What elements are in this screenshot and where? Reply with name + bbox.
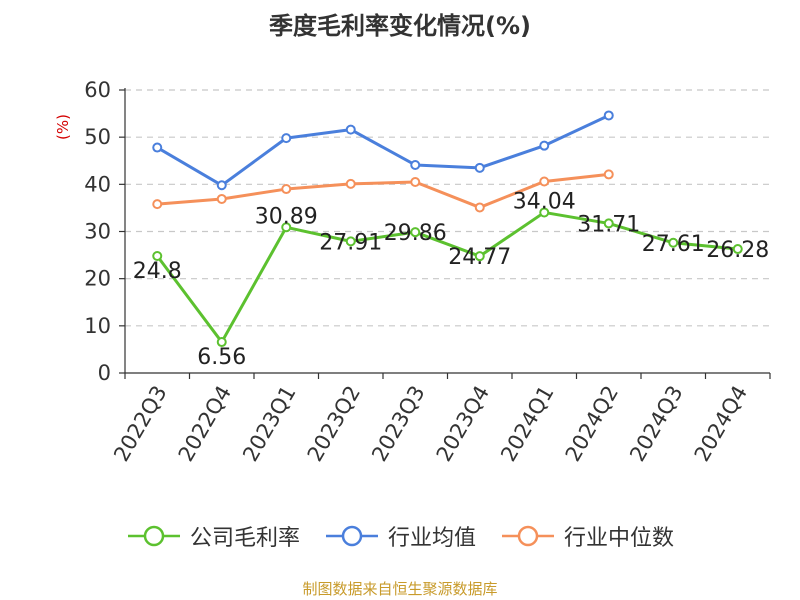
data-point	[345, 178, 356, 189]
legend-swatch-icon	[502, 525, 554, 547]
y-tick-label: 50	[84, 125, 111, 149]
data-point	[345, 124, 356, 135]
data-point	[281, 184, 292, 195]
data-point	[539, 176, 550, 187]
data-label: 24.77	[448, 245, 511, 270]
legend-item-1[interactable]: 行业均值	[324, 520, 476, 552]
x-tick-label: 2022Q3	[109, 382, 171, 466]
data-point	[732, 244, 743, 255]
legend-label: 公司毛利率	[189, 526, 300, 551]
series	[152, 110, 743, 348]
y-tick-label: 30	[84, 220, 111, 244]
data-point	[539, 207, 550, 218]
legend-item-2[interactable]: 行业中位数	[500, 520, 674, 552]
series-line-1	[156, 114, 610, 187]
data-label: 24.8	[133, 259, 182, 284]
data-point	[410, 176, 421, 187]
data-point	[410, 227, 421, 238]
legend-label: 行业中位数	[564, 526, 675, 551]
y-axis-label: (%)	[54, 114, 72, 140]
x-tick-label: 2024Q1	[496, 382, 558, 466]
legend-swatch-icon	[127, 525, 180, 547]
data-point	[603, 218, 614, 229]
x-tick-label: 2024Q2	[561, 382, 623, 466]
data-point	[603, 110, 614, 121]
data-label: 26.28	[706, 238, 769, 263]
y-tick-label: 60	[84, 78, 111, 102]
legend-item-0[interactable]: 公司毛利率	[126, 520, 300, 552]
data-label: 34.04	[513, 189, 576, 214]
data-point	[539, 140, 550, 151]
y-tick-label: 0	[98, 361, 111, 385]
data-point	[281, 222, 292, 233]
data-point	[410, 159, 421, 170]
data-point	[345, 236, 356, 247]
grid-lines	[125, 89, 770, 327]
data-point	[474, 162, 485, 173]
data-label: 30.89	[255, 204, 318, 229]
data-point	[152, 251, 163, 262]
x-tick-label: 2023Q4	[432, 382, 494, 466]
y-tick-label: 20	[84, 267, 111, 291]
x-tick-label: 2023Q2	[303, 382, 365, 466]
data-point	[281, 133, 292, 144]
data-point	[668, 237, 679, 248]
x-tick-label: 2023Q1	[238, 382, 300, 466]
legend-swatch-icon	[325, 525, 378, 547]
data-point	[152, 142, 163, 153]
data-point	[152, 199, 163, 210]
series-line-0	[156, 210, 738, 344]
data-label: 27.91	[319, 230, 382, 255]
data-label: 27.61	[642, 232, 705, 257]
x-tick-label: 2022Q4	[174, 382, 236, 466]
legend: 公司毛利率 行业均值 行业中位数	[0, 520, 800, 552]
y-tick-label: 10	[84, 314, 111, 338]
data-label: 6.56	[197, 345, 246, 370]
data-point	[216, 337, 227, 348]
data-point	[474, 202, 485, 213]
data-point	[216, 193, 227, 204]
data-point	[603, 169, 614, 180]
data-point	[216, 180, 227, 191]
x-tick-label: 2024Q3	[625, 382, 687, 466]
legend-label: 行业均值	[387, 526, 476, 551]
data-point	[474, 251, 485, 262]
source-note: 制图数据来自恒生聚源数据库	[302, 580, 498, 598]
y-tick-label: 40	[84, 172, 111, 196]
x-tick-label: 2023Q3	[367, 382, 429, 466]
data-label: 29.86	[384, 221, 447, 246]
series-line-2	[157, 172, 609, 209]
x-tick-label: 2024Q4	[690, 382, 752, 466]
data-label: 31.71	[577, 212, 640, 237]
chart-title: 季度毛利率变化情况(%)	[269, 12, 531, 40]
